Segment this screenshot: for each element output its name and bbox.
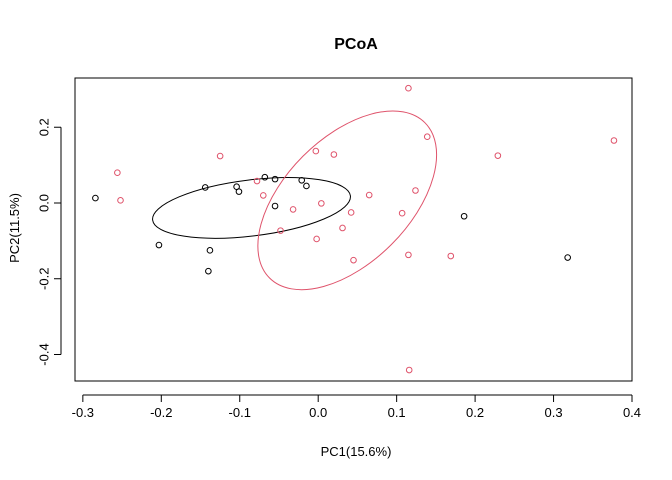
group-2-point: [289, 206, 297, 213]
group-2-point: [253, 177, 261, 185]
y-tick-label: -0.4: [37, 343, 52, 365]
x-tick-label: 0.0: [309, 405, 327, 420]
group-1-point: [92, 194, 99, 202]
x-tick-label: 0.4: [623, 405, 641, 420]
group-1-point: [201, 184, 209, 191]
x-axis-label: PC1(15.6%): [321, 444, 392, 459]
x-tick-label: -0.3: [72, 405, 94, 420]
group-1-ellipse: [152, 177, 351, 239]
group-1-point: [564, 254, 571, 261]
x-tick-label: 0.3: [545, 405, 563, 420]
chart-title: PCoA: [334, 36, 378, 53]
group-2-point: [423, 133, 431, 141]
group-2-ellipse: [257, 110, 438, 291]
group-1-point: [271, 202, 279, 210]
group-1-point: [261, 173, 269, 181]
group-1-point: [298, 176, 306, 184]
group-2-point: [398, 209, 406, 217]
group-2-point: [259, 192, 267, 199]
group-1-point: [271, 175, 279, 183]
group-2-point: [312, 147, 320, 155]
group-2-point: [412, 187, 419, 194]
group-2-point: [216, 152, 224, 160]
group-2-point: [114, 169, 121, 176]
group-2-point: [277, 227, 284, 234]
x-tick-label: -0.2: [150, 405, 172, 420]
group-2-point: [330, 151, 338, 158]
y-tick-label: -0.2: [37, 268, 52, 290]
group-1-point: [460, 212, 468, 220]
y-tick-label: 0.2: [37, 118, 52, 136]
group-1-point: [303, 182, 310, 190]
group-2-point: [347, 209, 355, 216]
y-tick-label: 0.0: [37, 194, 52, 212]
group-2-point: [405, 251, 412, 259]
y-axis-label: PC2(11.5%): [7, 193, 22, 263]
group-1-point: [155, 241, 163, 249]
group-2-point: [339, 224, 346, 232]
group-1-point: [205, 267, 212, 275]
group-2-point: [405, 366, 413, 374]
group-2-point: [494, 152, 502, 159]
group-2-point: [313, 235, 320, 243]
group-2-point: [405, 84, 412, 92]
group-1-point: [235, 188, 243, 195]
group-2-point: [365, 191, 373, 199]
group-1-point: [206, 247, 214, 254]
x-tick-label: 0.2: [466, 405, 484, 420]
group-2-point: [117, 197, 124, 204]
group-2-point: [447, 252, 455, 260]
group-2-point: [318, 200, 325, 207]
plot-area: -0.3 -0.2 -0.1 0.0 0.1 0.2 0.3 0.4 -0.4 -0.2 0.0 0.…: [37, 77, 641, 420]
x-tick-label: 0.1: [388, 405, 406, 420]
x-tick-label: -0.1: [229, 405, 251, 420]
group-2-point: [350, 256, 357, 264]
plot-frame: [74, 77, 633, 382]
group-2-point: [610, 137, 618, 144]
